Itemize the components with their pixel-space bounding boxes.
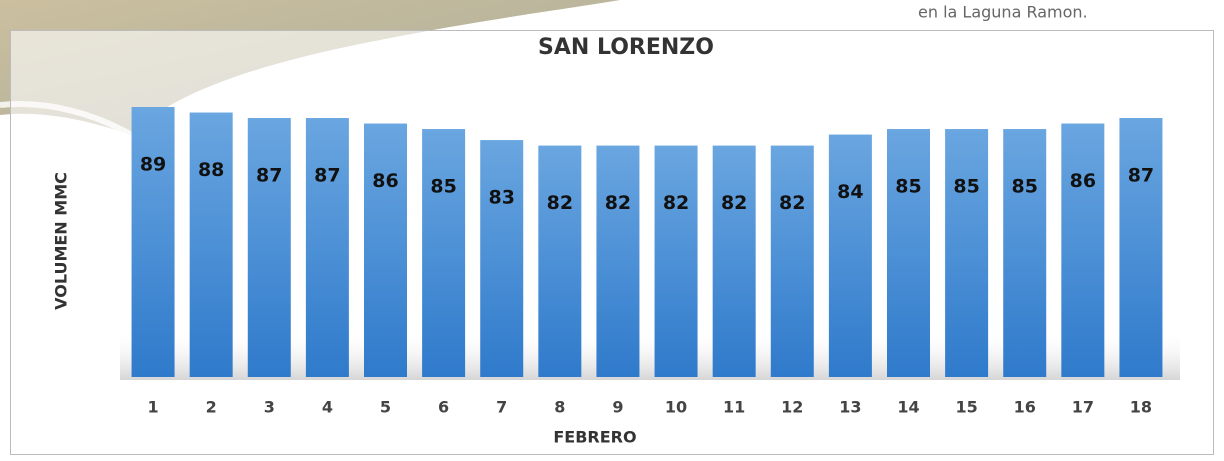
data-label: 87	[256, 165, 282, 187]
bar	[422, 129, 465, 377]
bar	[829, 135, 872, 377]
x-tick-label: 18	[1130, 398, 1152, 417]
x-tick-label: 7	[496, 398, 507, 417]
bar	[132, 107, 175, 377]
x-tick-label: 6	[438, 398, 449, 417]
data-label: 87	[1128, 165, 1154, 187]
data-label: 89	[140, 154, 166, 176]
chart-title: SAN LORENZO	[538, 35, 714, 60]
bar	[538, 146, 581, 377]
chart: en la Laguna Ramon. SAN LORENZO FEBRERO …	[0, 0, 1224, 461]
data-label: 82	[721, 192, 747, 214]
data-label: 88	[198, 159, 224, 181]
bar	[655, 146, 698, 377]
bar	[596, 146, 639, 377]
bar	[945, 129, 988, 377]
bar	[364, 124, 407, 377]
x-tick-label: 3	[264, 398, 275, 417]
x-tick-label: 11	[723, 398, 745, 417]
x-tick-label: 5	[380, 398, 391, 417]
x-axis-label: FEBRERO	[553, 428, 636, 447]
bar	[480, 140, 523, 377]
data-label: 84	[837, 181, 863, 203]
x-tick-label: 2	[206, 398, 217, 417]
bar	[306, 118, 349, 377]
data-label: 82	[547, 192, 573, 214]
x-tick-label: 12	[781, 398, 803, 417]
data-label: 86	[372, 170, 398, 192]
x-tick-label: 17	[1072, 398, 1094, 417]
x-tick-label: 1	[147, 398, 158, 417]
bar	[248, 118, 291, 377]
x-tick-label: 14	[897, 398, 919, 417]
bar	[190, 113, 233, 377]
x-tick-label: 9	[612, 398, 623, 417]
x-tick-label: 13	[839, 398, 861, 417]
bar	[1003, 129, 1046, 377]
data-label: 82	[779, 192, 805, 214]
data-label: 82	[605, 192, 631, 214]
bar	[887, 129, 930, 377]
annotation: en la Laguna Ramon.	[918, 3, 1088, 22]
bar	[1061, 124, 1104, 377]
page: en la Laguna Ramon. SAN LORENZO FEBRERO …	[0, 0, 1224, 461]
bar	[713, 146, 756, 377]
y-axis-label: VOLUMEN MMC	[52, 172, 71, 310]
data-label: 83	[488, 187, 514, 209]
data-label: 85	[1011, 176, 1037, 198]
x-tick-label: 4	[322, 398, 333, 417]
data-label: 85	[430, 176, 456, 198]
data-label: 82	[663, 192, 689, 214]
x-tick-label: 16	[1014, 398, 1036, 417]
x-tick-label: 8	[554, 398, 565, 417]
x-tick-label: 15	[955, 398, 977, 417]
bar	[771, 146, 814, 377]
data-label: 87	[314, 165, 340, 187]
data-label: 85	[895, 176, 921, 198]
bar	[1119, 118, 1162, 377]
data-label: 86	[1070, 170, 1096, 192]
data-label: 85	[953, 176, 979, 198]
x-tick-label: 10	[665, 398, 687, 417]
